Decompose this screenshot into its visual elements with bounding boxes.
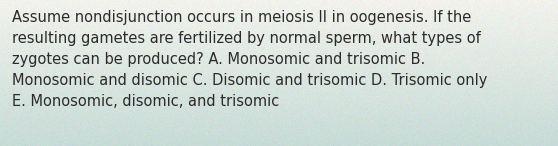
- Text: Assume nondisjunction occurs in meiosis II in oogenesis. If the
resulting gamete: Assume nondisjunction occurs in meiosis …: [12, 10, 488, 109]
